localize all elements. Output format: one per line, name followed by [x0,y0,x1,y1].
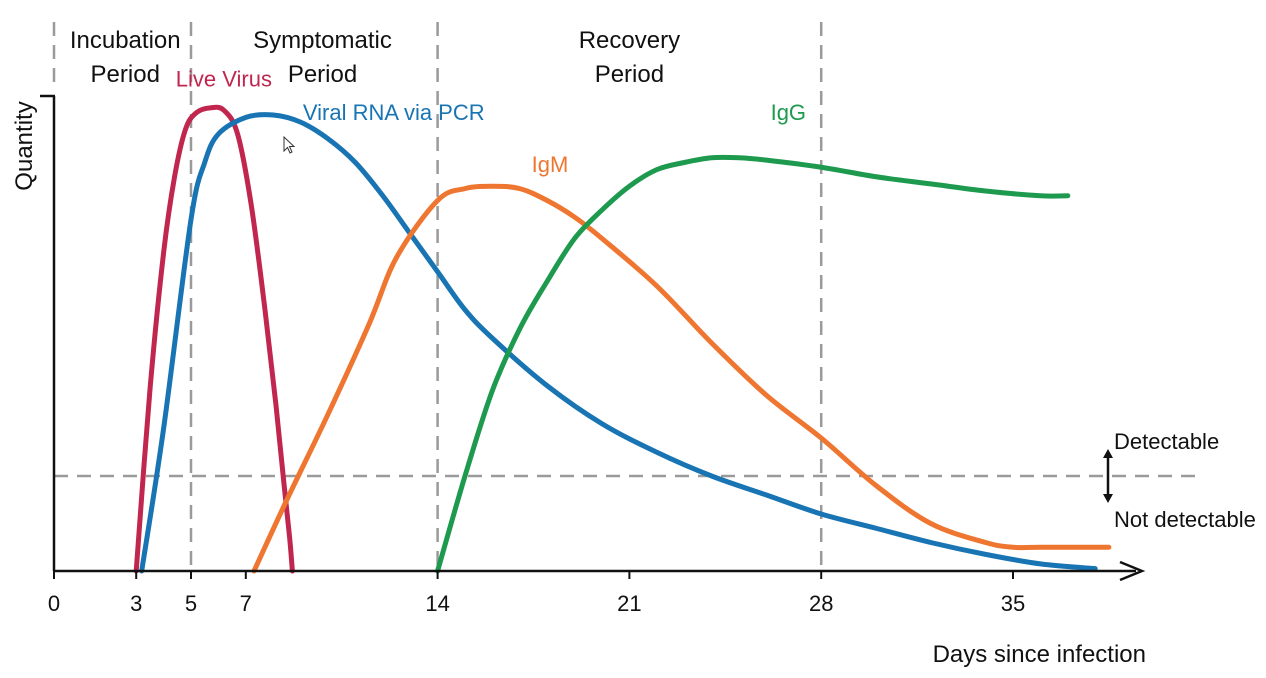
series-layer [133,104,1112,574]
threshold-label-above: Detectable [1114,429,1219,454]
x-tick-label-7: 7 [240,591,252,616]
series-line-igm [251,183,1112,574]
period-label-3-line-2: Period [595,61,664,88]
period-label-1-line-1: Incubation [70,27,181,54]
double-arrow-icon [1103,449,1113,503]
x-axis-label: Days since infection [933,641,1146,668]
series-line-igg [435,154,1071,574]
x-axis-arrow-icon [1119,560,1146,582]
mouse-cursor-icon [283,136,296,154]
x-tick-label-3: 3 [130,591,142,616]
labels-layer: Days since infection Quantity Incubation Pe… [11,27,1256,668]
y-axis-label: Quantity [11,101,38,190]
threshold-label-below: Not detectable [1114,507,1256,532]
x-tick-label-0: 0 [48,591,60,616]
series-label-igm: IgM [532,152,569,177]
x-tick-label-35: 35 [1001,591,1025,616]
series-label-viral-rna-via-pcr: Viral RNA via PCR [303,100,485,125]
series-line-live-virus [133,104,295,574]
x-tick-label-5: 5 [185,591,197,616]
grid-layer [52,22,1198,571]
series-label-live-virus: Live Virus [176,67,272,92]
series-line-viral-rna-via-pcr [139,112,1098,574]
period-label-2-line-1: Symptomatic [253,27,392,54]
period-label-3-line-1: Recovery [579,27,680,54]
series-label-igg: IgG [771,100,806,125]
x-tick-label-14: 14 [425,591,449,616]
x-tick-label-21: 21 [617,591,641,616]
x-tick-label-28: 28 [809,591,833,616]
axes-layer: 0 3 5 7 14 21 28 35 [40,94,1146,616]
period-label-2-line-2: Period [288,61,357,88]
period-label-1-line-2: Period [91,61,160,88]
